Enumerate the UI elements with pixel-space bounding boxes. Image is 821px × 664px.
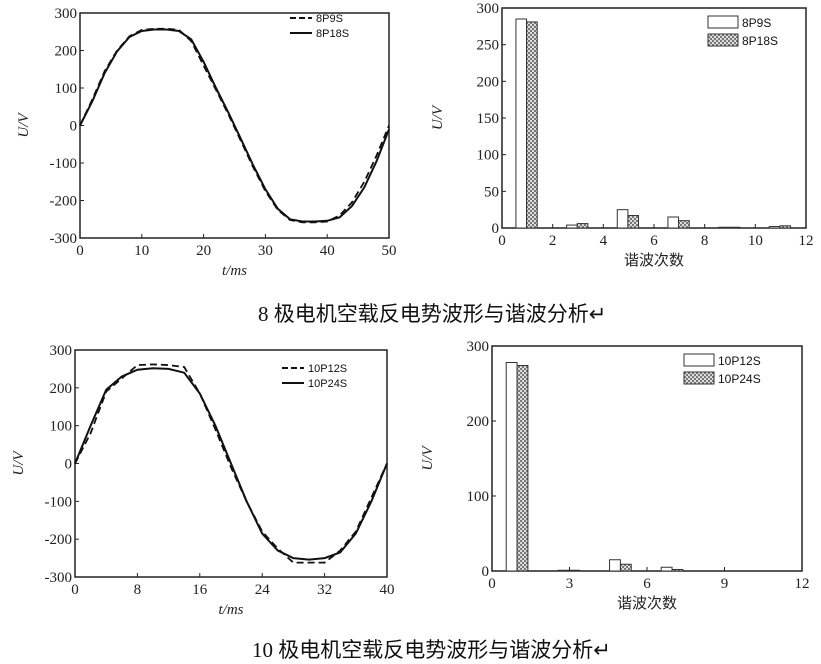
legend-marker <box>707 33 739 47</box>
y-tick-label: 100 <box>50 419 73 435</box>
legend-marker <box>683 371 715 385</box>
y-tick-label: 100 <box>477 148 500 164</box>
y-tick-label: 300 <box>50 343 73 359</box>
bar-8P9S-h5 <box>616 209 629 229</box>
y-tick-label: 200 <box>467 414 490 430</box>
legend-label: 10P12S <box>308 363 347 375</box>
bar-8P18S-h11 <box>779 225 792 229</box>
bar-10P24S-h1 <box>516 365 529 572</box>
bar-8P9S-h11 <box>768 226 781 229</box>
x-tick-label: 16 <box>192 582 208 598</box>
legend-label: 8P18S <box>316 28 349 40</box>
x-tick-label: 6 <box>650 233 658 249</box>
y-tick-label: -100 <box>50 156 78 172</box>
y-tick-label: 0 <box>482 564 490 580</box>
y-tick-label: -100 <box>45 494 73 510</box>
bar-10P12S-h5 <box>609 559 621 572</box>
x-tick-label: 6 <box>643 576 651 592</box>
x-tick-label: 10 <box>134 243 149 259</box>
x-tick-label: 10 <box>748 233 763 249</box>
y-tick-label: 50 <box>484 184 499 200</box>
x-tick-label: 20 <box>196 243 211 259</box>
x-tick-label: 50 <box>382 243 397 259</box>
y-tick-label: -300 <box>45 570 73 586</box>
y-tick-label: -200 <box>45 532 73 548</box>
y-tick-label: -300 <box>50 231 78 247</box>
bar-8P9S-h9 <box>718 226 730 229</box>
y-tick-label: 200 <box>55 44 78 60</box>
bar-8P18S-h1 <box>526 21 538 229</box>
y-tick-label: 150 <box>477 111 500 127</box>
legend-label: 10P12S <box>718 354 761 368</box>
bar-10P24S-h7 <box>671 569 684 572</box>
x-axis-label: 谐波次数 <box>617 595 677 612</box>
x-tick-label: 3 <box>566 576 574 592</box>
y-tick-label: 300 <box>477 1 500 17</box>
caption-10-pole: 10 极电机空载反电势波形与谐波分析↵ <box>252 638 611 662</box>
x-tick-label: 9 <box>721 576 729 592</box>
series-line-10P24S <box>74 367 388 561</box>
legend-marker <box>683 353 715 367</box>
bar-10P12S-h7 <box>660 566 673 572</box>
x-tick-label: 8 <box>134 582 142 598</box>
x-tick-label: 0 <box>498 233 506 249</box>
bar-8P18S-h5 <box>627 215 640 229</box>
x-tick-label: 12 <box>795 576 810 592</box>
x-tick-label: 0 <box>71 582 79 598</box>
y-axis-label: U/V <box>420 445 436 471</box>
x-tick-label: 0 <box>76 243 84 259</box>
y-tick-label: 300 <box>55 6 78 22</box>
y-tick-label: 300 <box>467 339 490 355</box>
bar-8P18S-h3 <box>576 223 589 229</box>
y-tick-label: 100 <box>467 489 490 505</box>
x-axis-label: 谐波次数 <box>624 252 684 269</box>
y-tick-label: 0 <box>65 457 73 473</box>
bar-8P9S-h3 <box>566 224 578 229</box>
bar-8P9S-h7 <box>667 216 680 229</box>
bar-8P9S-h1 <box>515 18 528 229</box>
y-tick-label: 0 <box>70 119 78 135</box>
y-tick-label: 200 <box>50 381 73 397</box>
bar-8P18S-h7 <box>678 220 690 229</box>
x-tick-label: 30 <box>258 243 273 259</box>
y-axis-label: U/V <box>16 112 32 138</box>
x-tick-label: 0 <box>488 576 496 592</box>
legend-label: 10P24S <box>308 378 347 390</box>
legend-label: 8P18S <box>742 34 778 48</box>
x-tick-label: 4 <box>600 233 608 249</box>
legend-label: 8P9S <box>742 16 771 30</box>
y-tick-label: 0 <box>492 221 500 237</box>
x-axis-label: t/ms <box>218 602 243 618</box>
x-tick-label: 32 <box>317 582 332 598</box>
legend-label: 8P9S <box>316 13 343 25</box>
caption-8-pole: 8 极电机空载反电势波形与谐波分析↵ <box>258 302 607 326</box>
y-tick-label: 100 <box>55 81 78 97</box>
legend-label: 10P24S <box>718 372 761 386</box>
legend-marker <box>707 15 739 29</box>
bar-8P18S-h9 <box>728 226 741 229</box>
y-axis-label: U/V <box>11 450 27 476</box>
bar-10P24S-h3 <box>568 569 581 572</box>
x-tick-label: 12 <box>799 233 814 249</box>
y-tick-label: 250 <box>477 38 500 54</box>
x-tick-label: 40 <box>380 582 395 598</box>
x-axis-label: t/ms <box>222 263 247 279</box>
bar-10P12S-h3 <box>557 569 570 572</box>
y-axis-label: U/V <box>430 104 446 130</box>
bar-10P12S-h1 <box>505 362 518 572</box>
bar-10P24S-h5 <box>619 563 632 572</box>
x-tick-label: 40 <box>320 243 335 259</box>
x-tick-label: 2 <box>549 233 557 249</box>
series-line-8P18S <box>79 28 390 223</box>
x-tick-label: 24 <box>255 582 271 598</box>
x-tick-label: 8 <box>701 233 709 249</box>
y-tick-label: 200 <box>477 74 500 90</box>
y-tick-label: -200 <box>50 194 78 210</box>
